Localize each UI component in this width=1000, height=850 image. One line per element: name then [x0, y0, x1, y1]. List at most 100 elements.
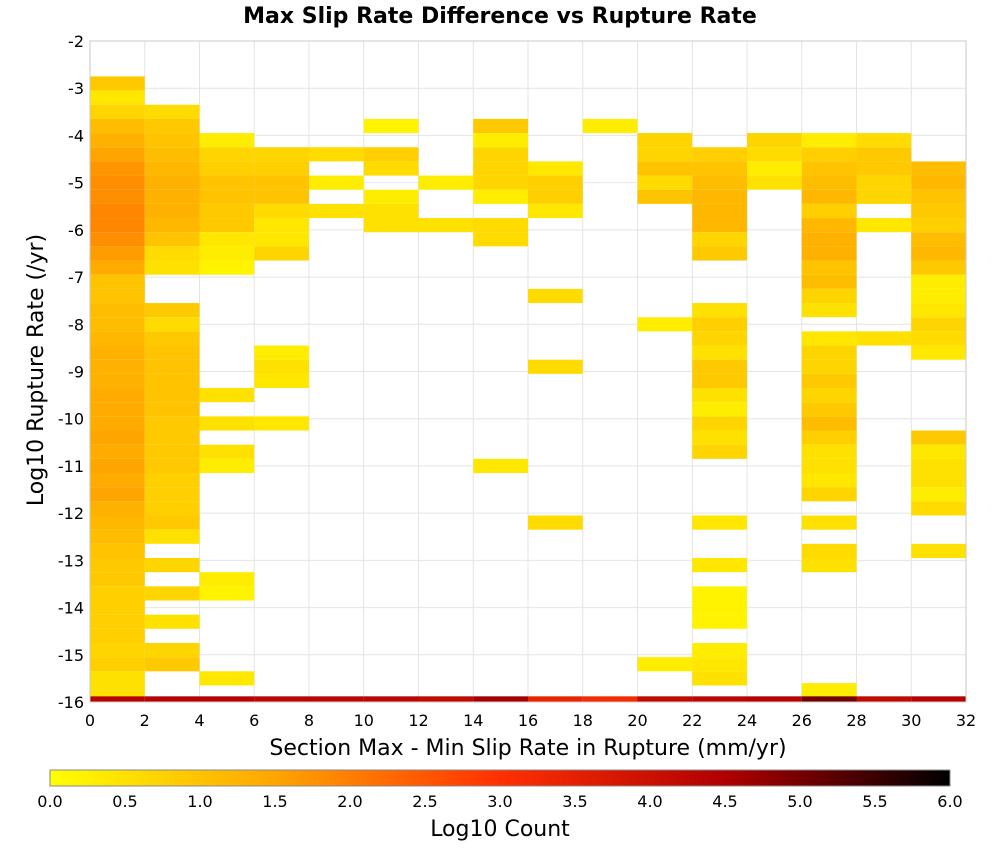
x-tick-label-4: 8 [304, 711, 314, 730]
heatmap-cell-x6-3 [254, 189, 309, 204]
heatmap-cell-x0-44 [90, 696, 145, 702]
plot-frame [89, 40, 967, 703]
colorbar-tick-label-6: 3.0 [487, 792, 512, 811]
heatmap-cell-x26-24 [801, 487, 857, 502]
heatmap-cell-x6-9 [254, 359, 309, 374]
heatmap-cell-x24-3 [747, 175, 802, 190]
heatmap-cell-x28-7 [856, 696, 912, 702]
heatmap-cell-x0-33 [90, 543, 145, 558]
heatmap-cell-x4-3 [199, 175, 255, 190]
y-tick-label-5: -7 [68, 268, 84, 287]
heatmap-cell-x0-6 [90, 161, 145, 176]
heatmap-cell-x6-2 [254, 175, 309, 190]
colorbar-label: Log10 Count [430, 817, 570, 842]
heatmap-cell-x2-20 [144, 416, 200, 431]
heatmap-cell-x14-5 [473, 189, 528, 204]
heatmap-cell-x20-7 [637, 696, 693, 702]
heatmap-cell-x22-6 [692, 232, 747, 247]
heatmap-cell-x22-19 [692, 515, 747, 530]
colorbar-tick-label-3: 1.5 [262, 792, 287, 811]
heatmap-cell-x6-1 [254, 161, 309, 176]
heatmap-cell-x4-10 [199, 388, 255, 403]
heatmap-cell-x30-6 [911, 246, 966, 261]
heatmap-cell-x28-4 [856, 189, 912, 204]
heatmap-cell-x2-29 [144, 558, 200, 573]
heatmap-cell-x28-1 [856, 147, 912, 162]
heatmap-cell-x26-8 [801, 246, 857, 261]
heatmap-cell-x2-33 [144, 657, 200, 672]
heatmap-cell-x2-26 [144, 501, 200, 516]
y-tick-label-2: -4 [68, 126, 84, 145]
heatmap-cell-x0-13 [90, 260, 145, 275]
heatmap-cell-x14-7 [473, 232, 528, 247]
y-tick-label-8: -10 [58, 410, 84, 429]
heatmap-cell-x26-2 [801, 161, 857, 176]
heatmap-cell-x2-22 [144, 444, 200, 459]
heatmap-cell-x4-16 [199, 671, 255, 686]
heatmap-cell-x22-13 [692, 373, 747, 389]
heatmap-cell-x30-8 [911, 274, 966, 289]
heatmap-cell-x22-27 [692, 696, 747, 702]
heatmap-cell-x2-16 [144, 359, 200, 374]
heatmap-cell-x14-1 [473, 133, 528, 148]
heatmap-cell-x24-2 [747, 161, 802, 176]
heatmap-cell-x28-5 [856, 218, 912, 233]
heatmap-cell-x16-6 [528, 515, 583, 530]
heatmap-cell-x10-5 [363, 218, 419, 233]
heatmap-cell-x0-26 [90, 444, 145, 459]
x-tick-label-8: 16 [518, 711, 538, 730]
heatmap-cell-x8-2 [309, 203, 364, 219]
heatmap-cell-x30-18 [911, 487, 966, 502]
heatmap-cell-x0-41 [90, 657, 145, 672]
heatmap-cell-x0-43 [90, 685, 145, 697]
y-tick-labels: -2 -3 -4 -5 -6 -7 -8 -9 -10 -11 -12 -13 -14 -15 -16 [58, 32, 84, 712]
colorbar-tick-label-4: 2.0 [337, 792, 362, 811]
heatmap-cell-x0-8 [90, 189, 145, 204]
heatmap-cell-x4-13 [199, 458, 255, 474]
chart-title: Max Slip Rate Difference vs Rupture Rate [243, 4, 757, 29]
heatmap-cell-x10-2 [363, 161, 419, 176]
heatmap-cell-x22-10 [692, 331, 747, 346]
heatmap-cell-x4-14 [199, 572, 255, 587]
heatmap-cell-x26-25 [801, 515, 857, 530]
heatmap-cell-x24-0 [747, 133, 802, 148]
heatmap-cell-x2-27 [144, 515, 200, 530]
heatmap-cell-x2-30 [144, 586, 200, 601]
heatmap-cell-x26-21 [801, 444, 857, 459]
heatmap-cell-x6-6 [254, 232, 309, 247]
heatmap-cell-x4-2 [199, 161, 255, 176]
x-tick-label-1: 2 [140, 711, 150, 730]
heatmap-cell-x0-39 [90, 628, 145, 643]
heatmap-cell-x10-6 [363, 696, 419, 702]
heatmap-cell-x30-10 [911, 303, 966, 318]
heatmap-cell-x0-7 [90, 175, 145, 190]
heatmap-cell-x2-12 [144, 303, 200, 318]
heatmap-cell-x26-7 [801, 232, 857, 247]
heatmap-cell-x2-24 [144, 473, 200, 488]
x-tick-label-9: 18 [573, 711, 593, 730]
colorbar-tick-label-8: 4.0 [637, 792, 662, 811]
colorbar-tick-label-5: 2.5 [412, 792, 437, 811]
heatmap-cell-x28-6 [856, 331, 912, 346]
heatmap-cell-x22-3 [692, 189, 747, 204]
heatmap-cell-x26-15 [801, 359, 857, 374]
heatmap-cell-x0-21 [90, 373, 145, 389]
heatmap-cell-x26-0 [801, 133, 857, 148]
heatmap-cell-x2-31 [144, 614, 200, 629]
heatmap-cell-x0-4 [90, 133, 145, 148]
heatmap-cell-x0-16 [90, 303, 145, 318]
colorbar-tick-label-12: 6.0 [937, 792, 962, 811]
heatmap-cell-x0-22 [90, 388, 145, 403]
y-tick-label-11: -13 [58, 551, 84, 570]
colorbar-tick-label-7: 3.5 [562, 792, 587, 811]
heatmap-cell-x30-17 [911, 473, 966, 488]
heatmap-cell-x0-36 [90, 586, 145, 601]
heatmap-cell-x14-2 [473, 147, 528, 162]
heatmap-cell-x10-3 [363, 189, 419, 204]
heatmap-cell-x14-3 [473, 161, 528, 176]
heatmap-cell-x0-32 [90, 529, 145, 544]
heatmap-cell-x8-3 [309, 696, 364, 702]
heatmap-cell-x24-1 [747, 147, 802, 162]
heatmap-cell-x14-6 [473, 218, 528, 233]
heatmap-cell-x0-29 [90, 487, 145, 502]
